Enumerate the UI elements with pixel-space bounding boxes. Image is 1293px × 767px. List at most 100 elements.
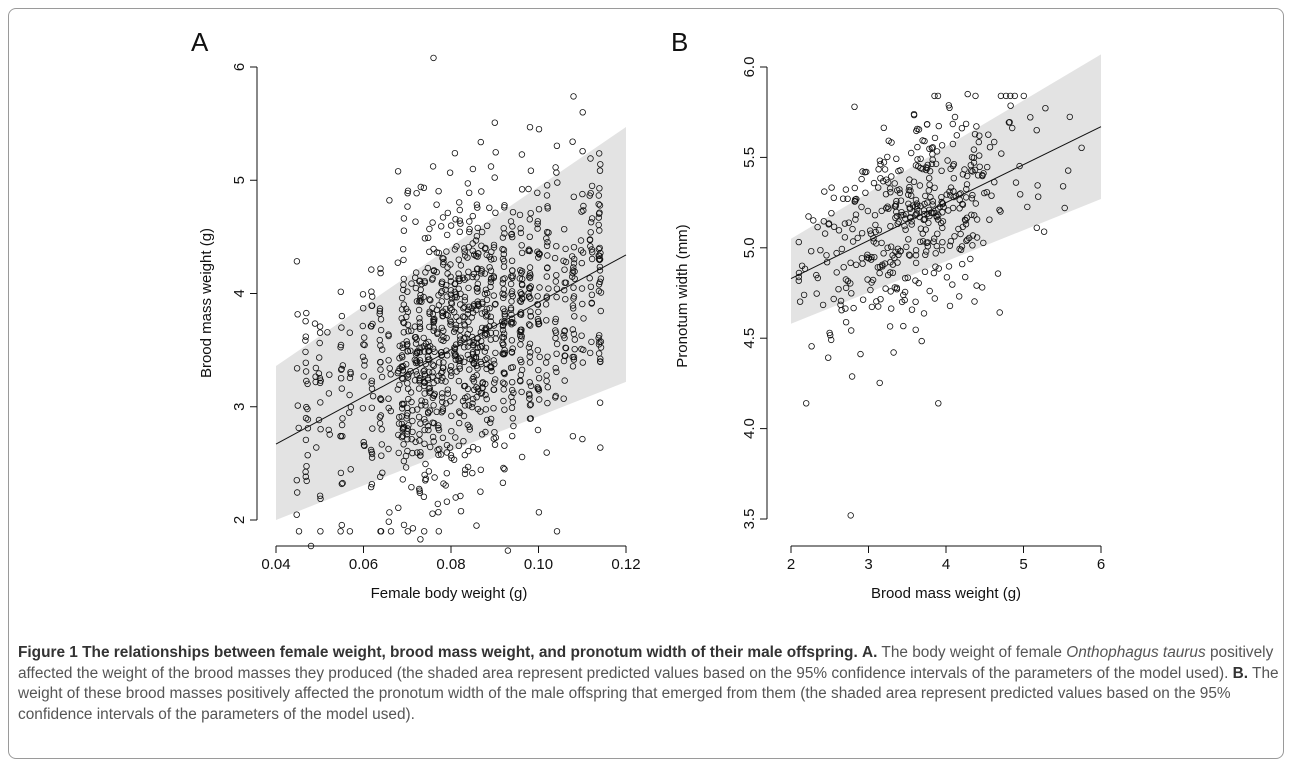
data-point bbox=[313, 444, 320, 451]
data-point bbox=[963, 185, 970, 193]
data-point bbox=[859, 296, 867, 303]
data-point bbox=[456, 217, 463, 224]
data-point bbox=[415, 306, 423, 314]
data-point bbox=[302, 414, 310, 422]
data-point bbox=[484, 312, 491, 319]
data-point bbox=[413, 357, 420, 364]
data-point bbox=[368, 404, 375, 411]
data-point bbox=[469, 400, 476, 407]
data-point bbox=[456, 317, 463, 324]
data-point bbox=[367, 483, 375, 491]
data-point bbox=[417, 536, 424, 543]
data-point bbox=[416, 325, 424, 332]
data-point bbox=[379, 346, 386, 353]
data-point bbox=[435, 426, 443, 434]
data-point bbox=[553, 242, 560, 250]
data-point bbox=[450, 456, 458, 463]
data-point bbox=[938, 142, 946, 149]
data-point bbox=[578, 208, 585, 215]
caption-text-b: The weight of these brood masses positiv… bbox=[18, 664, 1279, 723]
data-point bbox=[293, 477, 300, 484]
data-point bbox=[456, 363, 463, 370]
data-point bbox=[896, 189, 904, 197]
data-point bbox=[418, 402, 425, 409]
data-point bbox=[545, 229, 552, 236]
data-point bbox=[508, 290, 515, 297]
data-point bbox=[338, 480, 345, 488]
data-point bbox=[969, 168, 976, 175]
data-point bbox=[346, 374, 354, 382]
data-point bbox=[360, 373, 367, 380]
data-point bbox=[975, 138, 982, 146]
data-point bbox=[361, 357, 368, 364]
data-point bbox=[906, 205, 914, 212]
data-point bbox=[934, 230, 941, 237]
data-point bbox=[938, 193, 945, 201]
data-point bbox=[402, 464, 410, 471]
data-point bbox=[820, 218, 827, 225]
data-point bbox=[302, 318, 309, 325]
data-point bbox=[444, 386, 451, 393]
data-point bbox=[473, 201, 481, 208]
data-point bbox=[399, 476, 406, 483]
data-point bbox=[526, 123, 534, 131]
data-point bbox=[587, 349, 594, 357]
data-point bbox=[971, 298, 978, 305]
data-point bbox=[455, 377, 463, 385]
data-point bbox=[905, 191, 912, 198]
data-point bbox=[814, 274, 821, 282]
data-point bbox=[1012, 179, 1020, 186]
data-point bbox=[508, 257, 516, 264]
data-point bbox=[395, 420, 403, 427]
data-point bbox=[828, 184, 835, 191]
data-point bbox=[418, 397, 425, 404]
data-point bbox=[919, 238, 927, 245]
data-point bbox=[404, 348, 411, 355]
data-point bbox=[949, 281, 956, 288]
data-point bbox=[863, 168, 870, 176]
data-point bbox=[440, 480, 447, 487]
data-point bbox=[424, 376, 432, 384]
data-point bbox=[400, 215, 408, 222]
data-point bbox=[440, 359, 447, 366]
data-point bbox=[916, 182, 924, 189]
data-point bbox=[939, 209, 946, 216]
data-point bbox=[339, 362, 346, 369]
data-point bbox=[597, 249, 604, 257]
data-point bbox=[838, 245, 846, 253]
data-point bbox=[851, 103, 858, 110]
data-point bbox=[880, 177, 887, 185]
data-point bbox=[312, 364, 320, 372]
data-point bbox=[482, 391, 489, 399]
data-point bbox=[317, 426, 324, 433]
x-tick-label: 0.12 bbox=[611, 556, 640, 573]
data-point bbox=[477, 488, 484, 495]
data-point bbox=[416, 315, 423, 322]
data-point bbox=[427, 443, 434, 451]
data-point bbox=[562, 245, 569, 253]
data-point bbox=[448, 412, 455, 420]
data-point bbox=[436, 445, 443, 453]
data-point bbox=[875, 226, 883, 234]
data-point bbox=[905, 251, 913, 258]
data-point bbox=[487, 163, 495, 170]
data-point bbox=[338, 324, 345, 331]
data-point bbox=[882, 285, 889, 292]
data-point bbox=[501, 369, 508, 377]
data-point bbox=[394, 386, 401, 393]
data-point bbox=[571, 313, 578, 320]
data-point bbox=[457, 508, 465, 515]
data-point bbox=[864, 207, 872, 215]
data-point bbox=[507, 306, 515, 313]
data-point bbox=[871, 211, 879, 219]
data-point bbox=[474, 285, 481, 292]
data-point bbox=[456, 419, 463, 427]
data-point bbox=[417, 183, 424, 191]
data-point bbox=[587, 155, 594, 162]
data-point bbox=[848, 327, 855, 334]
data-point bbox=[956, 293, 963, 300]
data-point bbox=[438, 223, 445, 230]
data-point bbox=[500, 464, 507, 472]
data-point bbox=[1017, 191, 1024, 198]
data-point bbox=[923, 239, 930, 246]
